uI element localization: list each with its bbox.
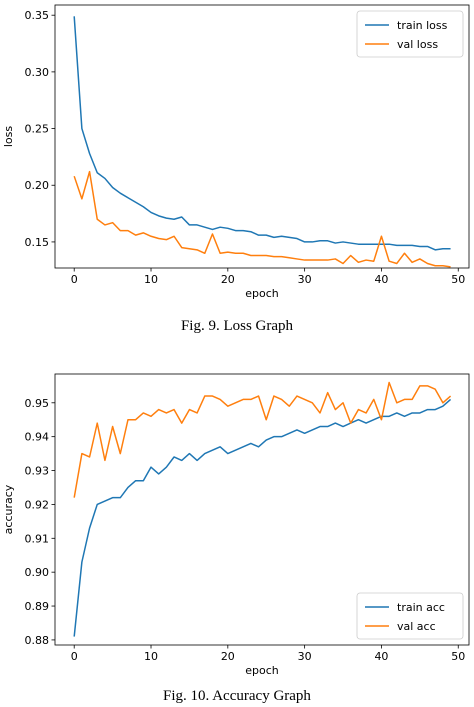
x-tick-label: 0: [71, 650, 78, 663]
x-tick-label: 20: [221, 273, 235, 286]
x-tick-label: 20: [221, 650, 235, 663]
x-tick-label: 10: [144, 273, 158, 286]
accuracy-chart: 0 10 20 30 40 50 0.88 0.89 0.90 0.91 0.92 0.93 0.94 0…: [2, 373, 470, 677]
y-tick-label: 0.30: [25, 66, 50, 79]
plot-area-frame: [54, 373, 470, 646]
y-tick-label: 0.91: [25, 532, 50, 545]
x-tick-label: 10: [144, 650, 158, 663]
series-line-train-acc: [73, 398, 452, 637]
series-line-val-loss: [73, 170, 451, 268]
plot-area-frame: [54, 4, 470, 269]
y-tick-label: 0.92: [25, 498, 50, 511]
y-axis-label: accuracy: [2, 484, 15, 534]
legend: train loss val loss: [356, 10, 464, 58]
x-tick-label: 50: [451, 273, 465, 286]
x-tick-label: 30: [298, 273, 312, 286]
y-tick-label: 0.95: [25, 397, 50, 410]
y-tick-label: 0.20: [25, 179, 50, 192]
y-tick-label: 0.90: [25, 566, 50, 579]
accuracy-figure-caption: Fig. 10. Accuracy Graph: [163, 688, 311, 704]
loss-chart: 0 10 20 30 40 50 0.15 0.20 0.25 0.30 0.35 epoch loss…: [2, 4, 470, 300]
series-line-train-loss: [73, 16, 451, 251]
legend-label: val loss: [397, 38, 438, 51]
x-axis-label: epoch: [245, 664, 279, 677]
x-tick-label: 0: [71, 273, 78, 286]
legend-label: train loss: [397, 19, 448, 32]
y-axis-label: loss: [2, 126, 15, 148]
y-tick-label: 0.88: [25, 634, 50, 647]
y-tick-label: 0.35: [25, 9, 50, 22]
y-tick-label: 0.25: [25, 123, 50, 136]
x-tick-label: 30: [298, 650, 312, 663]
loss-figure-caption: Fig. 9. Loss Graph: [180, 318, 294, 334]
legend-box: [356, 592, 464, 640]
legend-label: val acc: [397, 620, 436, 633]
legend: train acc val acc: [356, 592, 464, 640]
x-tick-label: 40: [374, 273, 388, 286]
legend-box: [356, 10, 464, 58]
x-tick-label: 40: [374, 650, 388, 663]
legend-label: train acc: [397, 601, 445, 614]
x-tick-label: 50: [451, 650, 465, 663]
y-tick-label: 0.94: [25, 431, 50, 444]
y-tick-label: 0.89: [25, 600, 50, 613]
x-axis-label: epoch: [245, 287, 279, 300]
series-line-val-acc: [73, 381, 452, 498]
y-tick-label: 0.93: [25, 465, 50, 478]
y-tick-label: 0.15: [25, 236, 50, 249]
